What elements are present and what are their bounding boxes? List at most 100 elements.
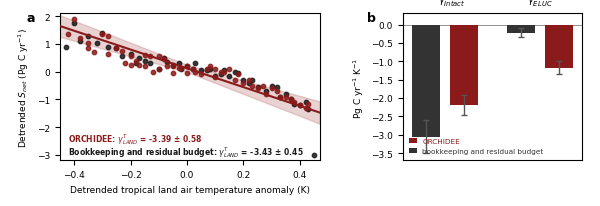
Point xyxy=(233,74,242,77)
Point xyxy=(120,62,130,66)
Point xyxy=(89,52,98,55)
Point xyxy=(253,87,262,91)
Point xyxy=(154,56,164,59)
Point xyxy=(174,62,184,66)
Point xyxy=(182,65,192,69)
Point xyxy=(309,153,319,157)
Bar xyxy=(507,25,535,33)
Point xyxy=(301,107,310,110)
Point xyxy=(247,79,257,82)
Point xyxy=(140,60,149,63)
Legend: ORCHIDEE, bookkeeping and residual budget: ORCHIDEE, bookkeeping and residual budge… xyxy=(407,135,547,157)
Point xyxy=(83,42,93,45)
Point xyxy=(103,35,113,38)
Point xyxy=(188,68,197,71)
Point xyxy=(275,96,285,99)
Point xyxy=(239,79,248,82)
Point xyxy=(267,84,277,88)
Point xyxy=(191,71,200,74)
Point xyxy=(160,58,169,62)
Point xyxy=(154,68,164,71)
Point xyxy=(295,104,305,107)
Point xyxy=(233,72,242,75)
Point xyxy=(174,67,184,70)
Text: Bookkeeping and residual budget: $\gamma^T_{LAND}$ = -3.43 ± 0.45: Bookkeeping and residual budget: $\gamma… xyxy=(68,144,304,159)
Point xyxy=(168,72,178,75)
Point xyxy=(75,38,85,41)
Point xyxy=(211,75,220,78)
Point xyxy=(196,74,206,77)
Point xyxy=(202,69,212,73)
Point xyxy=(145,62,155,66)
Bar xyxy=(545,25,574,69)
Y-axis label: Detrended $S_{net}$ (Pg C yr$^{-1}$): Detrended $S_{net}$ (Pg C yr$^{-1}$) xyxy=(17,28,31,147)
Point xyxy=(140,54,149,57)
Point xyxy=(176,67,186,70)
Bar xyxy=(449,25,478,105)
Point xyxy=(182,65,192,69)
Point xyxy=(230,79,240,82)
Point xyxy=(75,40,85,44)
Point xyxy=(219,69,229,73)
Point xyxy=(216,71,226,74)
Point xyxy=(287,98,296,102)
Point xyxy=(301,101,310,104)
Point xyxy=(219,71,229,74)
Point xyxy=(287,98,296,102)
Point xyxy=(64,33,73,37)
Point xyxy=(261,90,271,93)
Point xyxy=(168,65,178,69)
Point xyxy=(289,102,299,106)
Point xyxy=(126,64,136,67)
Point xyxy=(196,69,206,73)
Point xyxy=(92,42,101,45)
Point xyxy=(267,87,277,91)
Point xyxy=(205,65,214,69)
Point xyxy=(134,57,144,60)
Point xyxy=(281,93,290,96)
Point xyxy=(247,84,257,88)
Point xyxy=(205,68,214,71)
Point xyxy=(272,86,282,89)
Point xyxy=(70,22,79,26)
Point xyxy=(272,90,282,93)
Point xyxy=(112,47,121,50)
Point xyxy=(134,64,144,67)
Point xyxy=(154,68,164,71)
Point xyxy=(103,53,113,56)
Point xyxy=(70,18,79,22)
Point xyxy=(163,61,172,64)
Point xyxy=(304,108,313,111)
Point xyxy=(160,57,169,60)
Point xyxy=(176,68,186,71)
Y-axis label: Pg C yr$^{-1}$ K$^{-1}$: Pg C yr$^{-1}$ K$^{-1}$ xyxy=(352,57,366,118)
Point xyxy=(289,101,299,104)
Point xyxy=(182,72,192,75)
Point xyxy=(112,47,121,50)
X-axis label: Detrended tropical land air temperature anomaly (K): Detrended tropical land air temperature … xyxy=(70,185,310,194)
Point xyxy=(275,96,285,99)
Point xyxy=(295,104,305,107)
Point xyxy=(131,60,141,63)
Point xyxy=(145,56,155,59)
Point xyxy=(98,32,107,35)
Text: ORCHIDEE: $\gamma^T_{LAND}$ = -3.39 ± 0.58: ORCHIDEE: $\gamma^T_{LAND}$ = -3.39 ± 0.… xyxy=(68,131,203,146)
Point xyxy=(103,46,113,49)
Point xyxy=(281,96,290,99)
Point xyxy=(259,84,268,88)
Point xyxy=(140,65,149,69)
Point xyxy=(216,74,226,77)
Text: b: b xyxy=(367,12,376,25)
Point xyxy=(211,68,220,71)
Text: $-\gamma^T_{ELUC}$: $-\gamma^T_{ELUC}$ xyxy=(518,0,553,9)
Point xyxy=(224,75,234,78)
Point xyxy=(261,93,271,96)
Point xyxy=(304,102,313,106)
Point xyxy=(188,68,197,71)
Point xyxy=(83,35,93,38)
Point xyxy=(117,56,127,59)
Point xyxy=(253,86,262,89)
Point xyxy=(239,82,248,85)
Point xyxy=(83,47,93,50)
Point xyxy=(126,56,136,59)
